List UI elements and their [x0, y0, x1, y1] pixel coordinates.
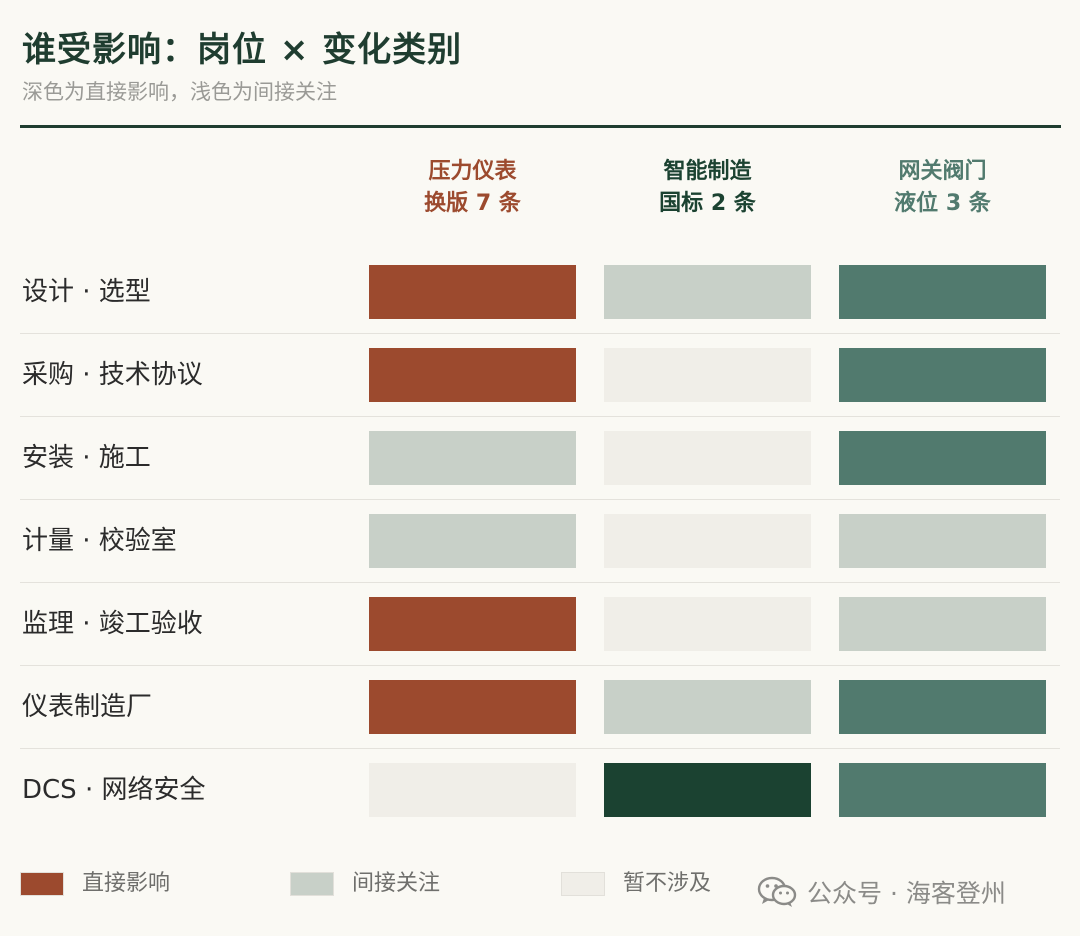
heatmap-cell	[839, 265, 1046, 319]
legend-swatch-direct	[20, 872, 64, 896]
heatmap-cell	[604, 431, 811, 485]
column-header-line1: 压力仪表	[428, 159, 517, 184]
column-header: 网关阀门液位 3 条	[839, 156, 1046, 220]
heatmap-cell	[369, 514, 576, 568]
column-header: 压力仪表换版 7 条	[369, 156, 576, 220]
column-header-line2: 液位 3 条	[894, 191, 991, 216]
header-divider	[20, 125, 1061, 128]
legend-label-indirect: 间接关注	[352, 871, 441, 896]
row-label: 计量 · 校验室	[22, 526, 177, 556]
row-label: 仪表制造厂	[22, 692, 153, 722]
heatmap-cell	[604, 680, 811, 734]
column-header: 智能制造国标 2 条	[604, 156, 811, 220]
heatmap-cell	[369, 265, 576, 319]
row-divider	[20, 582, 1060, 583]
watermark: 公众号 · 海客登州	[757, 872, 1006, 912]
row-label: 设计 · 选型	[22, 277, 151, 307]
heatmap-cell	[369, 348, 576, 402]
chart-title: 谁受影响：岗位 × 变化类别	[22, 30, 463, 70]
heatmap-cell	[369, 597, 576, 651]
row-divider	[20, 665, 1060, 666]
legend-label-direct: 直接影响	[82, 871, 171, 896]
row-label: 监理 · 竣工验收	[22, 609, 203, 639]
heatmap-cell	[839, 431, 1046, 485]
watermark-text: 公众号 · 海客登州	[807, 879, 1006, 908]
heatmap-cell	[604, 763, 811, 817]
row-divider	[20, 748, 1060, 749]
legend-swatch-indirect	[290, 872, 334, 896]
legend-swatch-none	[561, 872, 605, 896]
row-label: DCS · 网络安全	[22, 775, 206, 805]
column-header-line1: 智能制造	[663, 159, 752, 184]
heatmap-cell	[839, 514, 1046, 568]
row-label: 安装 · 施工	[22, 443, 151, 473]
heatmap-cell	[839, 348, 1046, 402]
column-header-line2: 换版 7 条	[424, 191, 521, 216]
column-header-line1: 网关阀门	[898, 159, 987, 184]
heatmap-cell	[604, 597, 811, 651]
heatmap-cell	[604, 348, 811, 402]
row-divider	[20, 416, 1060, 417]
heatmap-cell	[604, 265, 811, 319]
column-header-line2: 国标 2 条	[659, 191, 756, 216]
row-divider	[20, 499, 1060, 500]
heatmap-cell	[369, 680, 576, 734]
row-divider	[20, 333, 1060, 334]
heatmap-cell	[369, 763, 576, 817]
row-label: 采购 · 技术协议	[22, 360, 203, 390]
heatmap-cell	[839, 680, 1046, 734]
wechat-icon	[757, 876, 797, 907]
heatmap-cell	[839, 597, 1046, 651]
heatmap-cell	[604, 514, 811, 568]
heatmap-cell	[369, 431, 576, 485]
chart-subtitle: 深色为直接影响，浅色为间接关注	[22, 80, 337, 104]
heatmap-cell	[839, 763, 1046, 817]
legend-label-none: 暂不涉及	[623, 871, 712, 896]
